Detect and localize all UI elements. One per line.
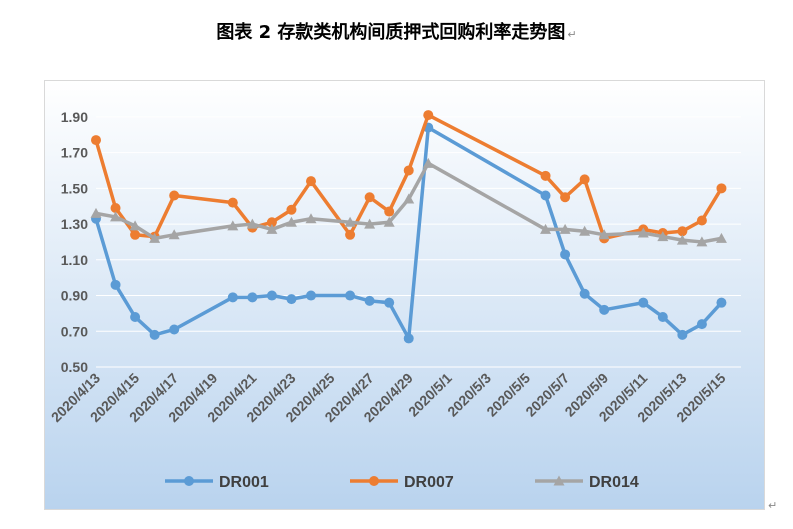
data-point [696,319,707,330]
legend-item-dr007: DR007 [350,474,454,491]
data-point [266,290,277,301]
data-point [266,223,278,234]
legend-marker [553,475,565,486]
y-tick-label: 0.70 [61,323,88,339]
data-point [110,211,122,222]
data-point [345,229,356,240]
legend-label: DR007 [404,474,454,491]
legend-label: DR001 [219,474,269,491]
data-point [403,333,414,344]
data-point [676,234,688,245]
data-point [677,226,688,237]
series-dr007 [91,110,727,244]
y-tick-label: 1.10 [61,252,88,268]
y-tick-label: 1.50 [61,180,88,196]
y-tick-label: 0.90 [61,288,88,304]
data-point [110,279,121,290]
data-point [638,297,649,308]
data-point [364,192,375,203]
data-point [579,174,590,185]
data-point [384,297,395,308]
data-point [579,288,590,299]
data-point [285,216,297,227]
data-point [344,216,356,227]
legend: DR001 DR007 DR014 [165,474,639,491]
data-point [696,215,707,226]
data-point [169,324,180,335]
data-point [90,207,102,218]
data-point [403,165,414,176]
data-point [384,206,395,217]
data-point [286,294,297,305]
data-point [540,170,551,181]
data-point [364,295,375,306]
series-dr014 [90,157,727,247]
legend-item-dr014: DR014 [535,474,639,491]
data-point [696,236,708,247]
data-point [305,213,317,224]
data-point [227,292,238,303]
data-point [247,292,258,303]
data-point [130,311,141,322]
data-point [716,183,727,194]
chart-frame: 0.50 0.70 0.90 1.10 1.30 1.50 1.70 1.90 2020/4/… [44,80,765,510]
data-point [560,192,571,203]
series-dr001 [91,122,727,344]
y-tick-label: 1.30 [61,216,88,232]
data-point [227,220,239,231]
data-point [306,176,316,187]
line-chart: 0.500.700.901.101.301.501.701.90 2020/4/… [45,81,764,509]
data-point [149,329,160,340]
data-point [560,249,571,260]
data-point [599,304,610,315]
data-point [657,231,669,242]
data-point [422,157,434,168]
data-point [149,232,161,243]
data-point [540,190,551,201]
data-point [364,218,376,229]
legend-label: DR014 [589,474,639,491]
data-point [677,329,688,340]
data-point [227,197,238,208]
data-point [110,202,121,213]
data-point [266,217,277,228]
data-point [403,193,415,204]
data-point [598,229,610,240]
data-point [579,225,591,236]
data-point [716,297,727,308]
chart-title: 图表 2 存款类机构间质押式回购利率走势图 ↵ [0,18,793,44]
data-point [559,223,571,234]
data-point [715,232,727,243]
data-point [306,290,316,301]
data-point [129,220,141,231]
data-point [130,229,141,240]
legend-item-dr001: DR001 [165,474,269,491]
data-point [246,218,258,229]
y-tick-label: 1.90 [61,109,88,125]
data-point [423,110,434,121]
data-point [91,135,101,146]
paragraph-mark: ↵ [567,28,577,41]
data-point [168,229,180,240]
data-point [345,290,356,301]
data-point [637,227,649,238]
paragraph-mark-bottom: ↵ [768,499,778,512]
data-point [383,216,395,227]
data-point [657,311,668,322]
y-tick-label: 1.70 [61,145,88,161]
data-point [169,190,180,201]
chart-background [45,81,764,509]
legend-marker [369,476,379,486]
data-point [540,223,552,234]
y-tick-label: 0.50 [61,359,88,375]
chart-title-text: 图表 2 存款类机构间质押式回购利率走势图 [216,22,566,43]
data-point [286,204,297,215]
legend-marker [184,476,194,486]
